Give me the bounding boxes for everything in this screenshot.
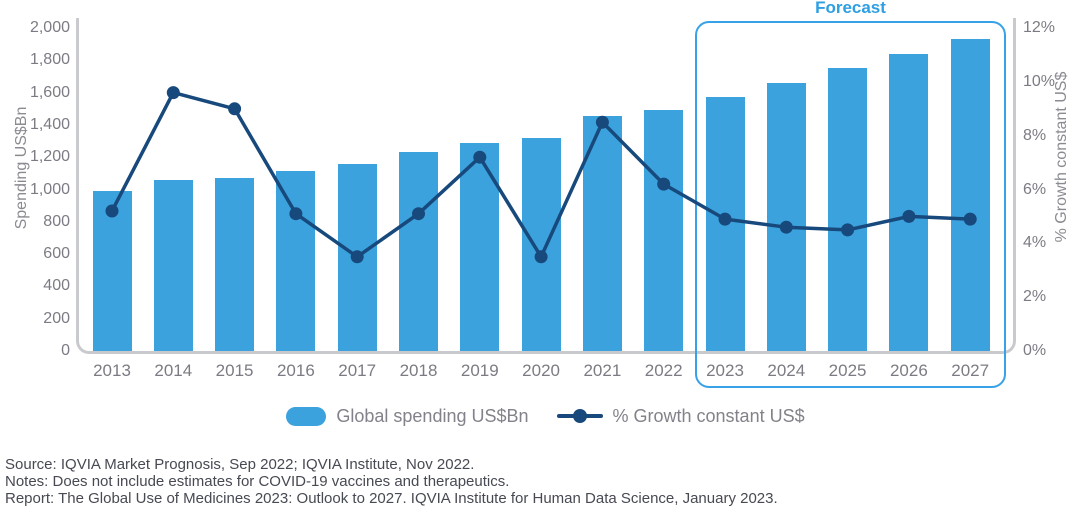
x-label-2014: 2014 <box>154 361 193 380</box>
bar-2017 <box>337 163 377 351</box>
x-label-2022: 2022 <box>644 361 683 380</box>
right-tick-0%: 0% <box>1023 342 1047 359</box>
legend-item-growth: % Growth constant US$ <box>556 405 805 427</box>
x-label-2021: 2021 <box>583 361 622 380</box>
bar-2019 <box>460 142 500 351</box>
left-tick-200: 200 <box>43 309 70 327</box>
bar-2018 <box>399 152 438 351</box>
x-label-2020: 2020 <box>522 361 560 380</box>
x-label-2026: 2026 <box>889 361 928 380</box>
left-tick-1,000: 1,000 <box>29 180 70 198</box>
x-label-2019: 2019 <box>460 361 499 380</box>
bar-2013 <box>92 191 132 351</box>
x-label-2024: 2024 <box>767 361 806 380</box>
x-label-2025: 2025 <box>828 361 867 380</box>
bar-2015 <box>215 178 255 351</box>
left-tick-1,200: 1,200 <box>29 148 70 166</box>
left-tick-400: 400 <box>43 277 70 295</box>
right-tick-12%: 12% <box>1023 19 1056 36</box>
x-label-2013: 2013 <box>93 361 131 380</box>
left-tick-1,600: 1,600 <box>29 83 70 101</box>
x-label-2023: 2023 <box>706 361 744 380</box>
notes-line: Notes: Does not include estimates for CO… <box>5 473 510 490</box>
axis-frame <box>76 18 1016 354</box>
chart-legend: Global spending US$Bn % Growth constant … <box>77 403 1014 429</box>
footer-notes: Source: IQVIA Market Prognosis, Sep 2022… <box>5 456 778 507</box>
bar-swatch-icon <box>286 406 327 426</box>
bar-2016 <box>276 170 316 351</box>
report-line: Report: The Global Use of Medicines 2023… <box>5 490 778 507</box>
bar-2021 <box>582 116 622 351</box>
legend-item-spending: Global spending US$Bn <box>286 405 529 427</box>
bar-2014 <box>153 179 193 351</box>
right-tick-2%: 2% <box>1023 288 1047 306</box>
left-tick-1,800: 1,800 <box>29 51 70 69</box>
left-tick-1,400: 1,400 <box>29 115 70 133</box>
bar-2022 <box>644 110 684 351</box>
left-tick-600: 600 <box>43 245 70 263</box>
x-label-2027: 2027 <box>951 361 990 380</box>
left-tick-2,000: 2,000 <box>29 19 70 36</box>
legend-label-spending: Global spending US$Bn <box>336 405 529 426</box>
x-label-2016: 2016 <box>276 361 315 380</box>
right-tick-4%: 4% <box>1023 234 1047 252</box>
legend-label-growth: % Growth constant US$ <box>612 405 805 426</box>
left-tick-0: 0 <box>61 342 70 359</box>
line-dot-marker-icon <box>556 409 603 423</box>
x-label-2015: 2015 <box>215 361 254 380</box>
right-tick-6%: 6% <box>1023 180 1047 198</box>
source-line: Source: IQVIA Market Prognosis, Sep 2022… <box>5 456 475 473</box>
right-tick-10%: 10% <box>1023 72 1056 90</box>
x-label-2017: 2017 <box>338 361 377 380</box>
x-label-2018: 2018 <box>399 361 438 380</box>
forecast-label: Forecast <box>815 0 886 17</box>
bar-2020 <box>521 137 561 351</box>
forecast-region-box <box>695 21 1006 388</box>
left-tick-800: 800 <box>43 212 70 230</box>
right-tick-8%: 8% <box>1023 126 1047 144</box>
